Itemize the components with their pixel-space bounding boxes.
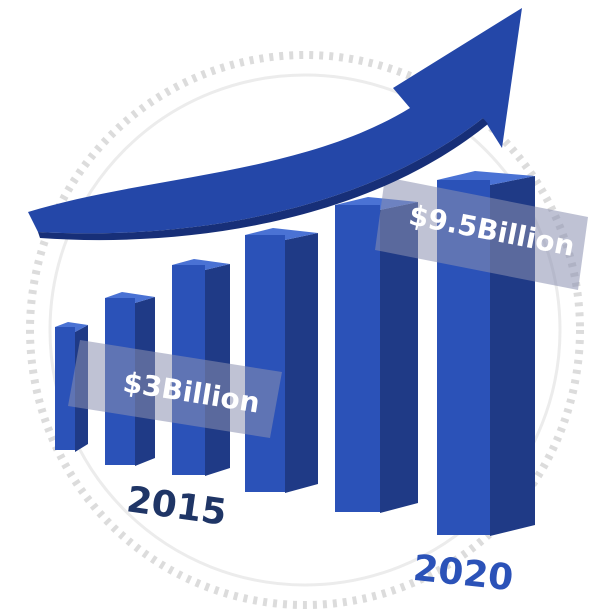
- arrow-shadow: [38, 118, 488, 241]
- bar: [335, 197, 418, 513]
- dashed-ring: [26, 51, 584, 609]
- end-year: 2020: [411, 548, 515, 599]
- bar: [245, 228, 318, 493]
- growth-arrow: [28, 8, 522, 234]
- label-band: [375, 177, 588, 290]
- label-band: [68, 340, 282, 438]
- inner-ring: [48, 73, 562, 587]
